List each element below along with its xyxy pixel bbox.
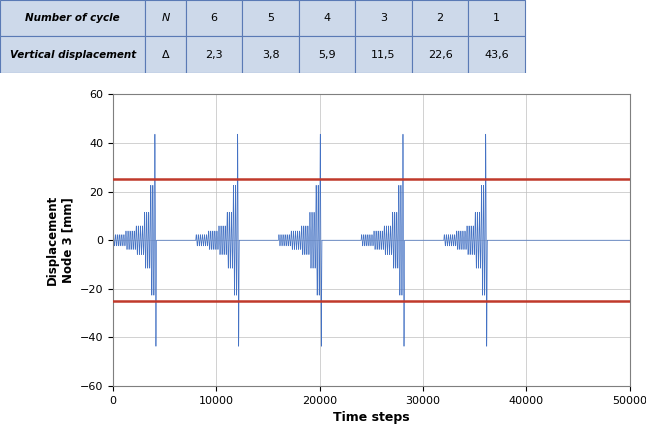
FancyBboxPatch shape: [145, 0, 186, 36]
FancyBboxPatch shape: [186, 0, 242, 36]
Text: 1: 1: [493, 13, 500, 23]
Text: 2: 2: [437, 13, 444, 23]
X-axis label: Time steps: Time steps: [333, 411, 410, 424]
Text: 11,5: 11,5: [371, 50, 396, 60]
Text: 22,6: 22,6: [428, 50, 452, 60]
FancyBboxPatch shape: [145, 36, 186, 73]
FancyBboxPatch shape: [412, 36, 468, 73]
FancyBboxPatch shape: [0, 36, 145, 73]
FancyBboxPatch shape: [468, 0, 525, 36]
FancyBboxPatch shape: [299, 36, 355, 73]
Text: Δ: Δ: [162, 50, 169, 60]
FancyBboxPatch shape: [412, 0, 468, 36]
Text: 4: 4: [324, 13, 331, 23]
Text: N: N: [162, 13, 170, 23]
Text: Vertical displacement: Vertical displacement: [10, 50, 136, 60]
FancyBboxPatch shape: [242, 36, 299, 73]
FancyBboxPatch shape: [0, 0, 145, 36]
FancyBboxPatch shape: [186, 36, 242, 73]
Text: 43,6: 43,6: [484, 50, 509, 60]
Text: Number of cycle: Number of cycle: [25, 13, 120, 23]
FancyBboxPatch shape: [468, 36, 525, 73]
Text: 5,9: 5,9: [318, 50, 336, 60]
FancyBboxPatch shape: [299, 0, 355, 36]
Text: 3,8: 3,8: [262, 50, 279, 60]
Text: 6: 6: [211, 13, 218, 23]
Y-axis label: Displacement
Node 3 [mm]: Displacement Node 3 [mm]: [47, 195, 74, 285]
Text: 5: 5: [267, 13, 274, 23]
FancyBboxPatch shape: [355, 36, 412, 73]
Text: 3: 3: [380, 13, 387, 23]
FancyBboxPatch shape: [355, 0, 412, 36]
Text: 2,3: 2,3: [205, 50, 223, 60]
FancyBboxPatch shape: [242, 0, 299, 36]
